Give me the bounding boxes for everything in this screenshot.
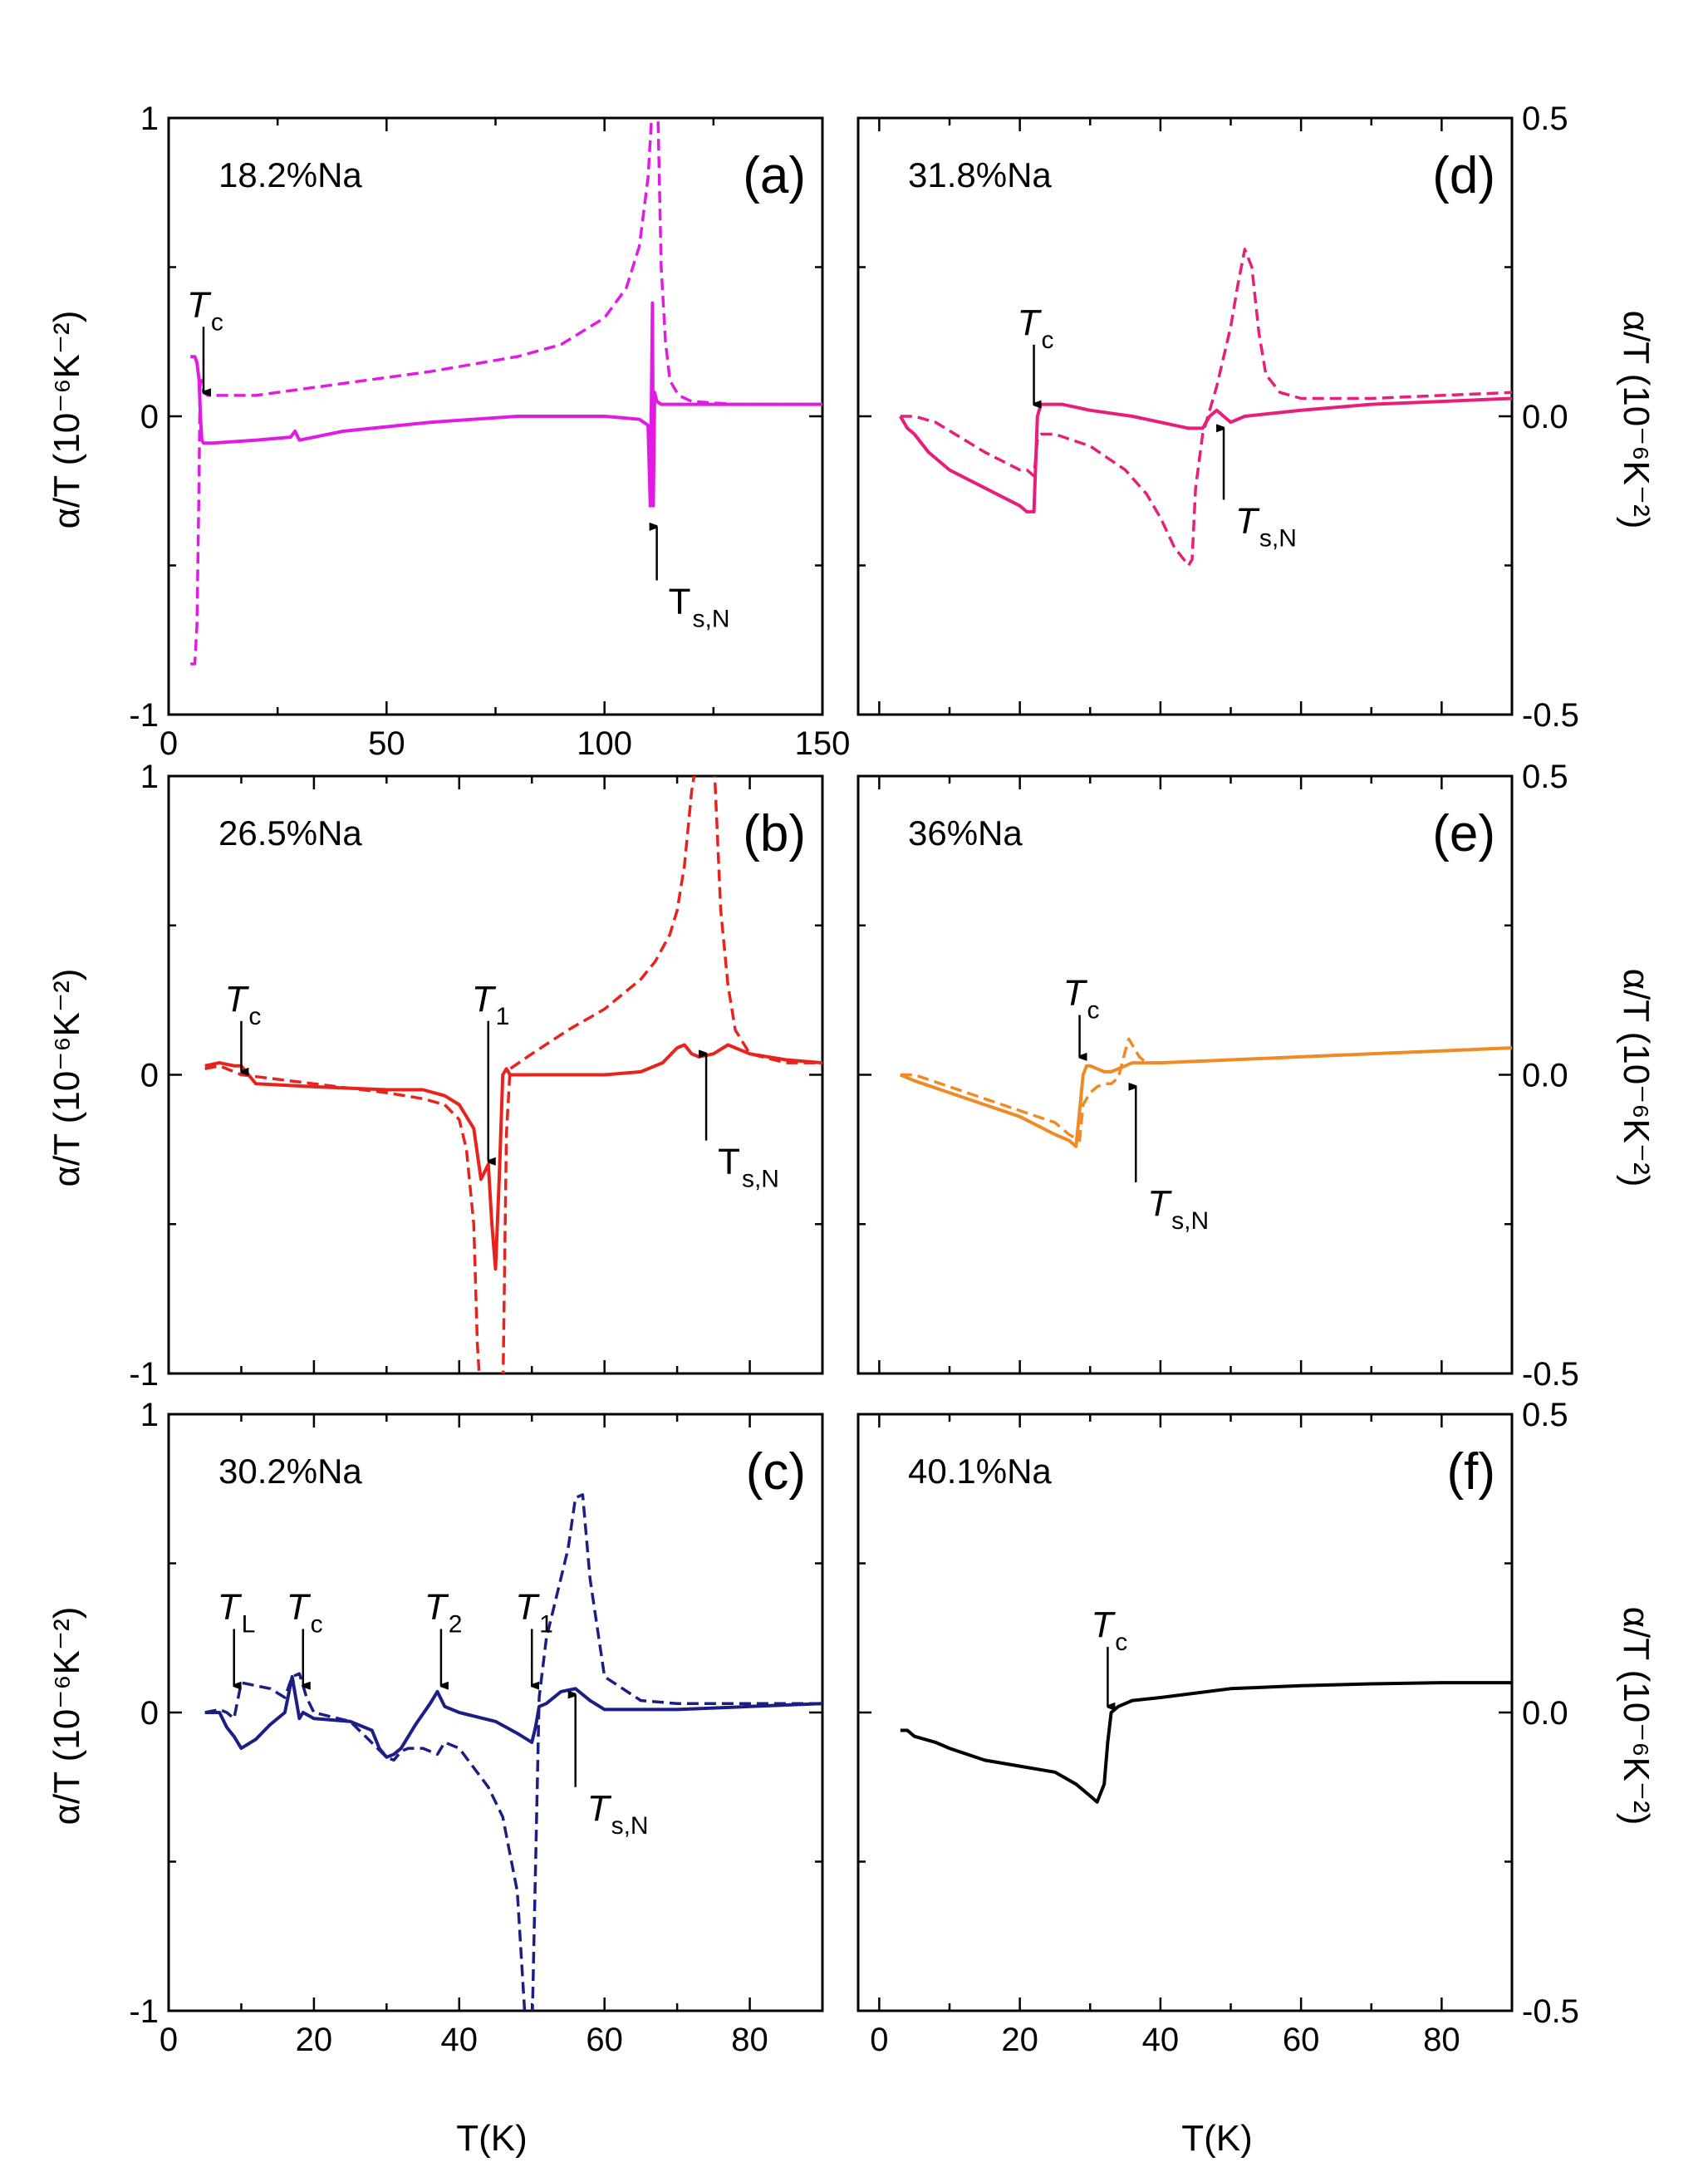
y-axis-label-right-f: α/T (10⁻⁶K⁻²) xyxy=(1616,1607,1656,1825)
x-tick-label-c: 40 xyxy=(441,2022,479,2058)
annotation-label-c: T1 xyxy=(515,1586,553,1638)
x-tick-label-c: 80 xyxy=(731,2022,768,2058)
annotation-label-c: T2 xyxy=(425,1586,463,1638)
y-tick-label-e: 0.0 xyxy=(1522,1058,1568,1094)
panel-b: -1 0 1 26.5%Na (b) Tc T1 Ts,N xyxy=(129,759,824,1393)
plot-frame-c xyxy=(167,1413,824,2012)
x-axis-label-right: T(K) xyxy=(1181,2118,1253,2159)
y-tick-label-d: 0.5 xyxy=(1522,101,1568,137)
annotation-label-c: TL xyxy=(218,1586,256,1638)
plot-frame-e xyxy=(856,774,1514,1375)
y-axis-label-right-e: α/T (10⁻⁶K⁻²) xyxy=(1616,969,1656,1187)
y-tick-label-b: -1 xyxy=(129,1356,159,1393)
y-tick-label-c: 0 xyxy=(140,1695,159,1732)
series-dashed-e xyxy=(900,1037,1512,1142)
annotation-label-b: T1 xyxy=(472,979,510,1030)
y-tick-label-d: -0.5 xyxy=(1522,697,1579,734)
annotation-label-c: Tc xyxy=(287,1586,323,1638)
y-tick-label-f: 0.0 xyxy=(1522,1695,1568,1732)
annotation-label-e: Ts,N xyxy=(1147,1183,1209,1235)
x-tick-label-a: 150 xyxy=(795,725,851,762)
y-tick-label-c: -1 xyxy=(129,1993,159,2030)
series-dashed-c xyxy=(204,1493,822,2011)
y-axis-label-left-c: α/T (10⁻⁶K⁻²) xyxy=(47,1607,87,1825)
y-tick-label-a: 1 xyxy=(140,101,159,137)
panel-d: -0.5 0.0 0.5 31.8%Na (d) Tc Ts,N xyxy=(856,101,1579,734)
series-solid-a xyxy=(190,301,822,508)
y-axis-label-left-a: α/T (10⁻⁶K⁻²) xyxy=(47,311,87,529)
panel-label-f: (f) xyxy=(1446,1443,1495,1501)
sample-label-d: 31.8%Na xyxy=(908,155,1052,194)
annotation-label-b: Tc xyxy=(224,979,261,1030)
x-tick-label-f: 40 xyxy=(1142,2022,1180,2058)
x-axis-label-left: T(K) xyxy=(456,2118,528,2159)
panel-e: -0.5 0.0 0.5 36%Na (e) Tc Ts,N xyxy=(856,759,1579,1393)
series-dashed-d xyxy=(900,248,1512,568)
y-tick-label-e: 0.5 xyxy=(1522,759,1568,795)
series-solid-f xyxy=(900,1681,1512,1804)
series-dashed-a xyxy=(190,118,822,666)
panel-label-d: (d) xyxy=(1432,147,1495,204)
x-tick-label-f: 60 xyxy=(1283,2022,1320,2058)
plot-frame-f xyxy=(856,1413,1514,2012)
y-tick-label-e: -0.5 xyxy=(1522,1356,1579,1393)
y-axis-label-left-b: α/T (10⁻⁶K⁻²) xyxy=(47,969,87,1187)
x-tick-label-a: 0 xyxy=(160,725,178,762)
x-tick-label-a: 100 xyxy=(577,725,632,762)
sample-label-f: 40.1%Na xyxy=(908,1452,1052,1491)
x-tick-label-f: 0 xyxy=(870,2022,888,2058)
sample-label-a: 18.2%Na xyxy=(218,155,362,194)
y-axis-label-right-d: α/T (10⁻⁶K⁻²) xyxy=(1616,311,1656,529)
x-tick-label-a: 50 xyxy=(368,725,405,762)
annotation-label-d: Tc xyxy=(1018,302,1054,354)
x-tick-label-c: 20 xyxy=(296,2022,333,2058)
annotation-label-f: Tc xyxy=(1091,1604,1127,1656)
annotation-label-e: Tc xyxy=(1063,973,1100,1025)
panel-f: 0 20 40 60 80 -0.5 0.0 0.5 40.1%Na (f) Tc xyxy=(856,1397,1579,2058)
series-solid-c xyxy=(204,1674,822,1759)
x-tick-label-c: 0 xyxy=(160,2022,178,2058)
annotation-label-a: Tc xyxy=(187,284,223,336)
x-tick-label-f: 20 xyxy=(1001,2022,1038,2058)
y-tick-label-c: 1 xyxy=(140,1397,159,1433)
panel-label-b: (b) xyxy=(743,805,806,862)
y-tick-label-f: 0.5 xyxy=(1522,1397,1568,1433)
y-tick-label-b: 1 xyxy=(140,759,159,795)
x-tick-label-f: 80 xyxy=(1423,2022,1460,2058)
plot-frame-d xyxy=(856,116,1514,716)
series-solid-d xyxy=(899,396,1512,513)
panel-label-c: (c) xyxy=(746,1443,806,1501)
panel-label-e: (e) xyxy=(1432,805,1495,862)
annotation-label-b: Ts,N xyxy=(718,1142,779,1193)
y-tick-label-f: -0.5 xyxy=(1522,1993,1579,2030)
y-tick-label-b: 0 xyxy=(140,1058,159,1094)
annotation-label-d: Ts,N xyxy=(1235,501,1297,553)
y-tick-label-d: 0.0 xyxy=(1522,399,1568,435)
sample-label-c: 30.2%Na xyxy=(218,1452,362,1491)
annotation-label-c: Ts,N xyxy=(587,1788,649,1840)
x-tick-label-c: 60 xyxy=(586,2022,623,2058)
annotation-label-a: Ts,N xyxy=(669,581,730,632)
panel-label-a: (a) xyxy=(743,147,806,204)
y-tick-label-a: 0 xyxy=(140,399,159,435)
sample-label-b: 26.5%Na xyxy=(218,813,362,853)
y-tick-label-a: -1 xyxy=(129,697,159,734)
sample-label-e: 36%Na xyxy=(908,813,1023,853)
series-solid-e xyxy=(900,1046,1512,1148)
plot-frame-b xyxy=(167,774,824,1375)
series-solid-b xyxy=(204,1043,822,1271)
